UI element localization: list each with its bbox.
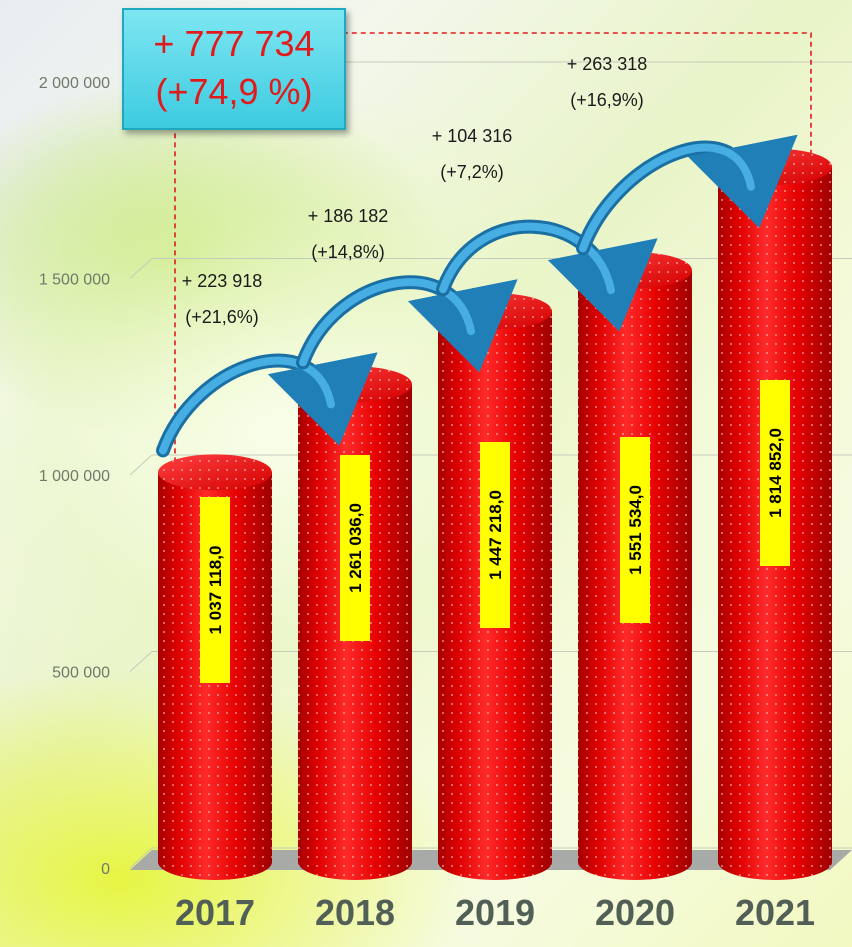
value-label-text: 1 447 218,0	[486, 490, 505, 580]
increase-amount: + 263 318	[567, 54, 648, 74]
x-tick-label: 2021	[735, 892, 815, 933]
value-label-bg	[340, 455, 370, 641]
value-label-text: 1 261 036,0	[346, 503, 365, 593]
value-label-2018: 1 261 036,0	[340, 455, 370, 641]
value-label-bg	[620, 437, 650, 623]
gridline-diag	[129, 258, 153, 279]
value-label-text: 1 037 118,0	[206, 546, 225, 635]
total-change-box: + 777 734 (+74,9 %)	[122, 8, 346, 130]
y-tick-label: 1 000 000	[39, 468, 110, 485]
bar-top-texture	[158, 454, 272, 491]
increase-amount: + 186 182	[308, 206, 389, 226]
increase-percent: (+14,8%)	[311, 242, 385, 262]
increase-amount: + 104 316	[432, 126, 513, 146]
value-label-2017: 1 037 118,0	[200, 497, 230, 683]
increase-percent: (+21,6%)	[185, 307, 259, 327]
gridline-diag	[129, 847, 153, 869]
value-label-2020: 1 551 534,0	[620, 437, 650, 623]
increase-amount: + 223 918	[182, 271, 263, 291]
y-tick-label: 2 000 000	[39, 75, 110, 92]
value-label-bg	[480, 442, 510, 628]
y-tick-label: 0	[101, 861, 110, 878]
value-label-2021: 1 814 852,0	[760, 380, 790, 566]
value-label-bg	[760, 380, 790, 566]
y-tick-label: 1 500 000	[39, 272, 110, 289]
gridline-diag	[129, 454, 153, 476]
increase-arrow-highlight	[159, 356, 335, 455]
increase-arrow-highlight	[579, 143, 755, 253]
value-label-text: 1 551 534,0	[626, 485, 645, 575]
increase-percent: (+7,2%)	[440, 162, 504, 182]
value-label-2019: 1 447 218,0	[480, 442, 510, 628]
y-tick-label: 500 000	[52, 665, 110, 682]
total-change-percent: (+74,9 %)	[155, 71, 313, 112]
value-label-text: 1 814 852,0	[766, 428, 785, 518]
increase-percent: (+16,9%)	[570, 90, 644, 110]
increase-arrow-highlight	[439, 222, 615, 295]
gridline-diag	[129, 651, 153, 672]
value-label-bg	[200, 497, 230, 683]
x-tick-label: 2020	[595, 892, 675, 933]
x-tick-label: 2018	[315, 892, 395, 933]
dashed-line-2021	[346, 32, 812, 155]
increase-arrow-highlight	[299, 278, 475, 367]
x-tick-label: 2019	[455, 892, 535, 933]
x-tick-label: 2017	[175, 892, 255, 933]
total-change-amount: + 777 734	[153, 23, 315, 64]
